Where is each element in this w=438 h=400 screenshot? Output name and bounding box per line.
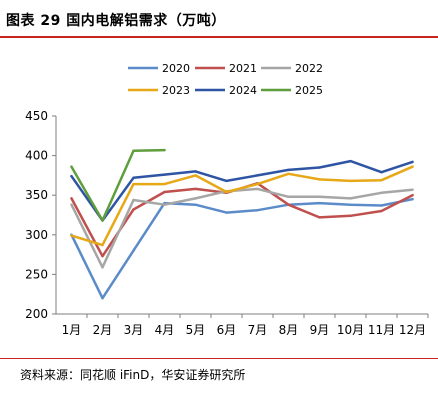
data-point-2021 xyxy=(194,187,197,191)
legend-label-2024: 2024 xyxy=(229,84,257,97)
data-point-2021 xyxy=(380,209,383,213)
data-point-2024 xyxy=(256,174,259,177)
data-point-2022 xyxy=(163,203,166,206)
legend: 2020 2021 2022 2023 2024 2025 xyxy=(128,62,323,97)
legend-label-2025: 2025 xyxy=(295,84,323,97)
figure-title: 图表 29 国内电解铝需求（万吨） xyxy=(6,13,226,29)
series-line-2025 xyxy=(70,148,166,222)
data-point-2024 xyxy=(163,173,166,176)
series-line-2022 xyxy=(70,187,414,269)
title-bar: 图表 29 国内电解铝需求（万吨） xyxy=(0,0,438,40)
data-point-2024 xyxy=(349,159,352,163)
series-line-2020 xyxy=(70,197,414,300)
data-point-2020 xyxy=(349,203,352,206)
data-point-2022 xyxy=(380,191,383,194)
data-point-2023 xyxy=(101,243,104,247)
data-point-2021 xyxy=(70,197,73,200)
data-point-2024 xyxy=(318,166,321,169)
y-tick-label: 450 xyxy=(25,109,48,123)
data-point-2024 xyxy=(411,160,414,164)
data-point-2023 xyxy=(132,182,135,186)
data-point-2025 xyxy=(132,149,135,152)
data-point-2020 xyxy=(256,209,259,212)
data-point-2020 xyxy=(132,249,135,252)
data-point-2023 xyxy=(70,234,73,237)
y-tick-label: 200 xyxy=(25,307,48,321)
line-chart: 200 250 300 350 400 450 1月 2月 3月 4月 5月 6月 7月 8月 9月 10月 1… xyxy=(25,62,429,337)
x-tick-label: 8月 xyxy=(279,323,299,337)
data-point-2021 xyxy=(132,208,135,211)
data-point-2021 xyxy=(411,194,414,197)
data-point-2022 xyxy=(70,203,73,206)
data-point-2023 xyxy=(349,179,352,183)
x-tick-label: 2月 xyxy=(93,323,113,337)
data-point-2020 xyxy=(318,201,321,205)
legend-label-2022: 2022 xyxy=(295,62,323,75)
data-point-2024 xyxy=(70,175,73,178)
data-point-2022 xyxy=(101,266,104,269)
x-tick-label: 5月 xyxy=(186,323,206,337)
legend-label-2020: 2020 xyxy=(162,62,190,75)
x-tick-label: 3月 xyxy=(124,323,144,337)
data-point-2020 xyxy=(411,198,414,201)
data-point-2024 xyxy=(225,179,228,183)
source-note: 资料来源：同花顺 iFinD，华安证券研究所 xyxy=(20,368,246,382)
y-tick-label: 300 xyxy=(25,228,48,242)
series-line-2024 xyxy=(70,159,414,222)
data-point-2023 xyxy=(318,178,321,181)
series-line-2023 xyxy=(70,165,414,247)
x-tick-label: 9月 xyxy=(310,323,330,337)
data-point-2024 xyxy=(380,171,383,174)
data-point-2022 xyxy=(256,187,259,191)
data-point-2021 xyxy=(349,214,352,217)
data-point-2020 xyxy=(380,204,383,207)
legend-label-2023: 2023 xyxy=(162,84,190,97)
y-tick-label: 250 xyxy=(25,267,48,281)
data-point-2021 xyxy=(318,216,321,219)
data-point-2021 xyxy=(163,190,166,194)
data-point-2023 xyxy=(287,172,290,175)
data-point-2023 xyxy=(194,174,197,177)
data-point-2020 xyxy=(101,297,104,300)
data-point-2022 xyxy=(194,197,197,200)
data-point-2022 xyxy=(349,197,352,200)
data-point-2021 xyxy=(101,255,104,258)
data-point-2024 xyxy=(132,176,135,179)
legend-label-2021: 2021 xyxy=(229,62,257,75)
x-tick-label: 11月 xyxy=(368,323,395,337)
series-layer xyxy=(70,148,414,300)
data-point-2022 xyxy=(318,195,321,198)
data-point-2023 xyxy=(380,179,383,182)
data-point-2020 xyxy=(194,203,197,206)
x-tick-label: 12月 xyxy=(399,323,426,337)
y-tick-label: 350 xyxy=(25,188,48,202)
data-point-2023 xyxy=(225,190,228,194)
x-tick-label: 1月 xyxy=(62,323,82,337)
data-point-2025 xyxy=(70,165,73,168)
data-point-2022 xyxy=(132,198,135,202)
x-tick-label: 6月 xyxy=(217,323,237,337)
data-point-2023 xyxy=(411,165,414,168)
data-point-2025 xyxy=(163,148,166,152)
data-point-2021 xyxy=(287,203,290,206)
x-tick-label: 10月 xyxy=(337,323,364,337)
data-point-2022 xyxy=(411,188,414,191)
data-point-2024 xyxy=(194,170,197,173)
data-point-2023 xyxy=(163,182,166,186)
data-point-2025 xyxy=(101,219,104,222)
y-tick-label: 400 xyxy=(25,149,48,163)
x-tick-label: 7月 xyxy=(248,323,268,337)
title-rule xyxy=(0,36,438,38)
axis-layer: 200 250 300 350 400 450 1月 2月 3月 4月 5月 6月 7月 8月 9月 10月 1… xyxy=(25,109,429,337)
data-point-2024 xyxy=(287,168,290,172)
data-point-2022 xyxy=(287,195,290,198)
data-point-2023 xyxy=(256,182,259,186)
x-tick-label: 4月 xyxy=(155,323,175,337)
footer-rule xyxy=(0,358,438,359)
data-point-2020 xyxy=(225,211,228,214)
